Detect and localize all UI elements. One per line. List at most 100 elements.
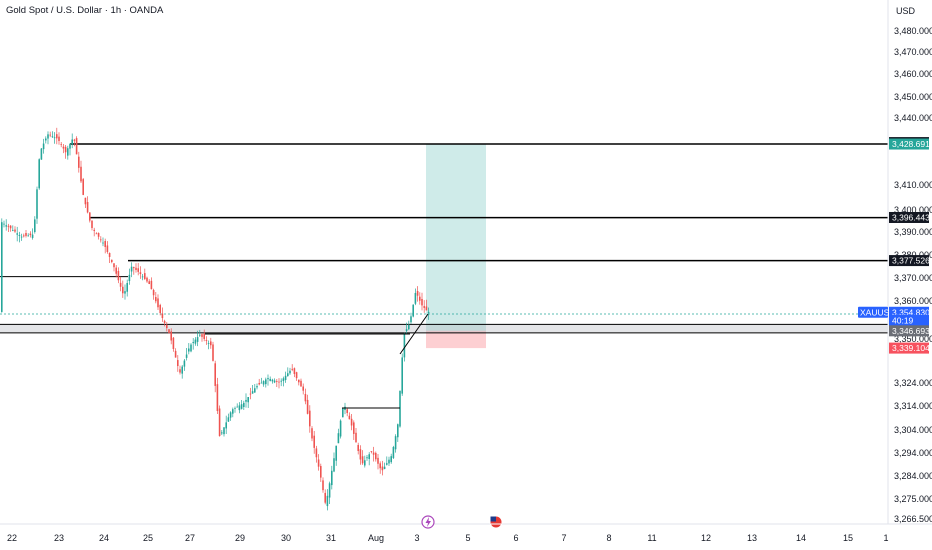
candle-body (333, 458, 335, 472)
candle-body (276, 381, 278, 382)
candle (179, 365, 181, 375)
candle-body (124, 291, 126, 294)
candle (18, 231, 21, 243)
candle (53, 132, 56, 144)
price-tag-text: 3,346.693 (892, 326, 930, 336)
candle-body (346, 409, 348, 413)
candle-body (227, 417, 230, 422)
candle-body (298, 379, 300, 383)
candle-body (73, 139, 76, 141)
candle-body (27, 235, 29, 237)
candle-body (427, 311, 430, 314)
candle-body (249, 393, 252, 395)
candle-body (111, 259, 113, 263)
price-tag (889, 138, 929, 150)
candle-body (18, 234, 21, 236)
candle (256, 383, 258, 390)
candle (34, 216, 36, 234)
candle-body (388, 459, 390, 464)
candle-body (218, 408, 221, 437)
candle-body (199, 334, 201, 336)
candle-body (379, 463, 381, 469)
candle (366, 454, 368, 461)
candle (249, 387, 252, 400)
candle-body (139, 272, 142, 274)
candle (157, 294, 159, 310)
candle (320, 463, 322, 482)
candle (335, 445, 337, 466)
candle-body (423, 306, 425, 308)
candle (410, 312, 412, 324)
candle-body (166, 324, 168, 329)
candle-body (119, 282, 122, 287)
candle-body (42, 143, 45, 150)
candle-body (251, 391, 254, 394)
candle-body (60, 144, 62, 146)
candle-body (375, 452, 377, 460)
x-tick-label: 24 (99, 533, 109, 543)
candle (166, 322, 168, 332)
candle-body (320, 466, 322, 478)
candle (7, 223, 10, 233)
candle (14, 226, 16, 233)
candle (311, 426, 313, 442)
candle (67, 145, 69, 160)
x-tick-label: 30 (281, 533, 291, 543)
candle-body (108, 252, 111, 257)
candle (203, 329, 205, 342)
candle-body (232, 409, 234, 414)
candle-body (383, 466, 386, 469)
candle-body (82, 179, 84, 195)
support-band (0, 324, 888, 333)
candle (313, 430, 315, 454)
candle (106, 241, 109, 254)
candle-body (157, 298, 159, 308)
x-tick-label: 1 (883, 533, 888, 543)
candle-body (115, 267, 117, 274)
candle-body (49, 134, 51, 136)
price-tag-text: 40:19 (892, 315, 914, 325)
candle (56, 127, 58, 145)
candle (115, 265, 117, 278)
candle (100, 236, 102, 243)
candle (243, 400, 245, 410)
candle (60, 142, 62, 148)
candle-body (64, 146, 67, 153)
candle-body (234, 407, 236, 409)
x-tick-label: 12 (701, 533, 711, 543)
candle-body (366, 457, 368, 459)
candle-body (183, 360, 186, 367)
candle (36, 186, 38, 224)
candle-body (29, 233, 32, 236)
candle (229, 411, 232, 421)
candle-body (5, 225, 7, 227)
price-tag-text: 3,377.526 (892, 256, 930, 266)
candle-body (410, 316, 412, 323)
candle-body (353, 422, 355, 434)
candle-body (306, 399, 309, 414)
candle-body (300, 380, 302, 387)
y-tick-label: 3,294.000 (894, 448, 932, 458)
candle (139, 266, 142, 279)
candle-body (282, 378, 285, 382)
candle-body (137, 268, 139, 272)
candle-body (216, 384, 219, 411)
price-tag (889, 255, 929, 267)
candle (62, 143, 65, 154)
candle (168, 329, 170, 334)
candle-body (225, 422, 227, 429)
candle (137, 262, 139, 276)
price-tag (889, 325, 929, 337)
candle-body (348, 415, 351, 420)
candle-body (177, 360, 179, 367)
candle (73, 138, 76, 147)
candle (155, 291, 157, 304)
candle-body (416, 291, 419, 296)
candle-body (161, 313, 164, 319)
candle (265, 377, 267, 388)
y-tick-label: 3,314.000 (894, 401, 932, 411)
candle-body (247, 397, 249, 403)
candle-body (75, 138, 78, 155)
